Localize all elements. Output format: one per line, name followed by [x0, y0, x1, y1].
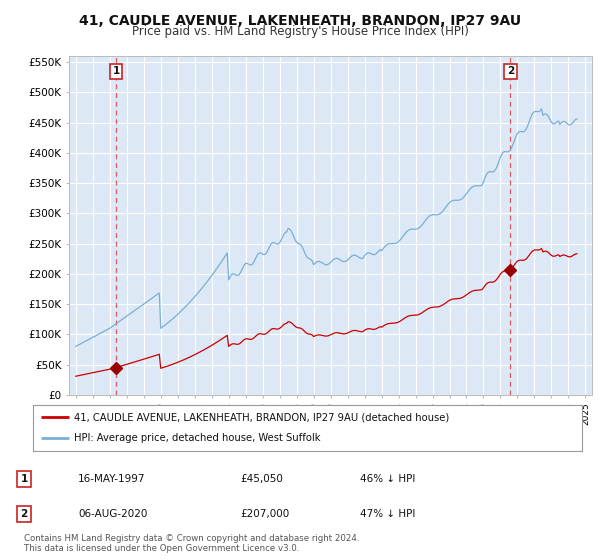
Text: 1: 1	[20, 474, 28, 484]
Text: Contains HM Land Registry data © Crown copyright and database right 2024.
This d: Contains HM Land Registry data © Crown c…	[24, 534, 359, 553]
Text: 2: 2	[20, 509, 28, 519]
Text: 41, CAUDLE AVENUE, LAKENHEATH, BRANDON, IP27 9AU (detached house): 41, CAUDLE AVENUE, LAKENHEATH, BRANDON, …	[74, 412, 449, 422]
Text: 06-AUG-2020: 06-AUG-2020	[78, 509, 148, 519]
Text: HPI: Average price, detached house, West Suffolk: HPI: Average price, detached house, West…	[74, 433, 320, 444]
Text: 46% ↓ HPI: 46% ↓ HPI	[360, 474, 415, 484]
Text: £207,000: £207,000	[240, 509, 289, 519]
Text: 16-MAY-1997: 16-MAY-1997	[78, 474, 146, 484]
Text: 41, CAUDLE AVENUE, LAKENHEATH, BRANDON, IP27 9AU: 41, CAUDLE AVENUE, LAKENHEATH, BRANDON, …	[79, 14, 521, 28]
Text: 1: 1	[112, 66, 119, 76]
Text: Price paid vs. HM Land Registry's House Price Index (HPI): Price paid vs. HM Land Registry's House …	[131, 25, 469, 38]
Text: 2: 2	[507, 66, 514, 76]
Text: £45,050: £45,050	[240, 474, 283, 484]
Text: 47% ↓ HPI: 47% ↓ HPI	[360, 509, 415, 519]
